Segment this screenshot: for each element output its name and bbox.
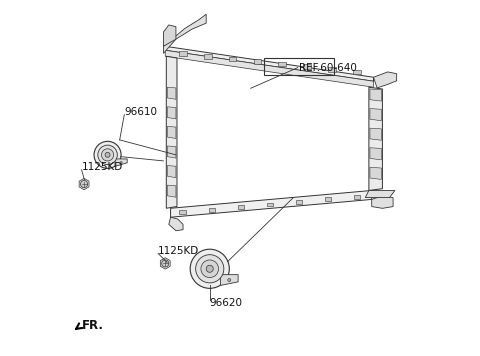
Bar: [267, 203, 273, 206]
Polygon shape: [160, 258, 170, 269]
Text: 96610: 96610: [124, 107, 157, 117]
Bar: [325, 197, 331, 201]
Polygon shape: [166, 56, 177, 208]
Circle shape: [105, 152, 110, 157]
Bar: [328, 67, 336, 72]
Circle shape: [228, 278, 231, 282]
Polygon shape: [165, 46, 373, 81]
Text: 96620: 96620: [210, 298, 243, 308]
Polygon shape: [164, 14, 206, 53]
Bar: [278, 62, 286, 67]
Bar: [204, 54, 212, 59]
Polygon shape: [220, 275, 238, 286]
Polygon shape: [373, 72, 396, 88]
Bar: [238, 205, 244, 209]
Polygon shape: [165, 50, 373, 87]
Polygon shape: [370, 89, 381, 101]
Polygon shape: [365, 190, 395, 198]
Polygon shape: [370, 128, 381, 140]
Text: 1125KD: 1125KD: [158, 246, 199, 256]
Bar: [208, 208, 215, 211]
Bar: [228, 57, 237, 61]
Polygon shape: [369, 87, 383, 190]
Circle shape: [98, 145, 117, 164]
Text: REF.60-640: REF.60-640: [299, 63, 357, 73]
Polygon shape: [168, 107, 176, 119]
Polygon shape: [168, 87, 176, 99]
Bar: [354, 195, 360, 199]
Polygon shape: [164, 25, 176, 46]
Circle shape: [196, 255, 224, 283]
Polygon shape: [170, 190, 372, 217]
Polygon shape: [370, 167, 381, 179]
Polygon shape: [168, 185, 176, 197]
Circle shape: [206, 265, 213, 272]
Circle shape: [162, 260, 169, 267]
Circle shape: [201, 260, 218, 278]
Polygon shape: [168, 166, 176, 178]
Bar: [180, 210, 186, 214]
Circle shape: [81, 180, 88, 188]
Bar: [253, 59, 261, 64]
Bar: [296, 200, 302, 204]
Polygon shape: [372, 196, 393, 208]
Circle shape: [94, 141, 121, 168]
Bar: [303, 64, 311, 69]
Polygon shape: [370, 148, 381, 160]
Polygon shape: [168, 146, 176, 158]
Circle shape: [190, 249, 229, 288]
Polygon shape: [79, 178, 89, 190]
Circle shape: [120, 162, 122, 164]
Text: FR.: FR.: [82, 319, 104, 332]
Bar: [179, 52, 187, 56]
Circle shape: [101, 149, 114, 161]
Polygon shape: [168, 126, 176, 138]
Text: 1125KD: 1125KD: [82, 162, 123, 172]
Bar: [353, 70, 361, 74]
Polygon shape: [115, 159, 127, 166]
Polygon shape: [169, 217, 183, 231]
Polygon shape: [370, 109, 381, 121]
